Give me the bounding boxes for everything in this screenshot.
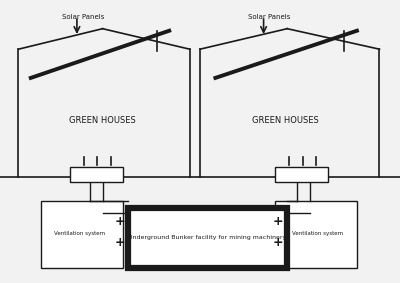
Text: Solar Panels: Solar Panels [62, 14, 104, 20]
Text: Ventilation system: Ventilation system [54, 231, 106, 236]
Text: Ventilation system: Ventilation system [292, 231, 344, 236]
Text: Underground Bunker facility for mining machinery: Underground Bunker facility for mining m… [128, 235, 286, 241]
Bar [275, 201, 357, 268]
Text: Solar Panels: Solar Panels [248, 14, 290, 20]
Text: +: + [115, 235, 125, 248]
Bar [41, 201, 123, 268]
Bar [70, 167, 123, 181]
Text: GREEN HOUSES: GREEN HOUSES [69, 117, 136, 125]
Text: +: + [273, 235, 283, 248]
Text: +: + [273, 215, 283, 228]
Text: GREEN HOUSES: GREEN HOUSES [252, 117, 318, 125]
Bar [275, 167, 328, 181]
Bar [128, 208, 287, 268]
Text: +: + [115, 215, 125, 228]
